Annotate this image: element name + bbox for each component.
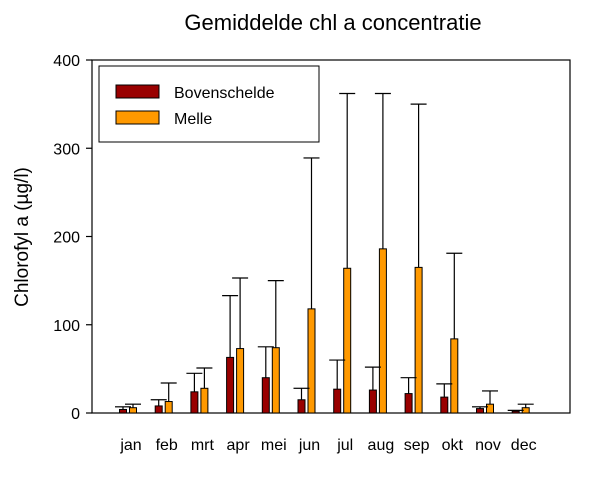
x-tick-label: okt <box>442 437 464 454</box>
bar-bovenschelde-feb <box>154 405 163 414</box>
bar-bovenschelde-okt <box>440 396 449 414</box>
x-tick-label: aug <box>368 437 395 454</box>
bar-bovenschelde-mrt <box>190 391 199 414</box>
bar-melle-jun <box>307 308 316 414</box>
bar-bovenschelde-sep <box>404 393 413 414</box>
bar-melle-feb <box>164 401 173 414</box>
y-axis: 0 100 200 300 400 <box>53 53 92 423</box>
x-tick-label: apr <box>227 437 251 454</box>
error-bars <box>115 92 534 412</box>
bar-melle-okt <box>450 338 459 414</box>
chart-title: Gemiddelde chl a concentratie <box>184 10 481 35</box>
y-tick-label: 0 <box>71 406 80 423</box>
legend-label-bovenschelde: Bovenschelde <box>174 85 275 102</box>
legend-label-melle: Melle <box>174 111 212 128</box>
bar-bovenschelde-dec <box>511 410 520 414</box>
bar-melle-mei <box>271 347 280 414</box>
bars <box>119 248 530 414</box>
bar-melle-aug <box>378 248 387 414</box>
x-tick-label: sep <box>404 437 430 454</box>
x-tick-label: jul <box>336 437 353 454</box>
x-tick-label: feb <box>156 437 178 454</box>
legend-swatch-melle <box>115 110 160 125</box>
y-tick-label: 100 <box>53 318 80 335</box>
y-tick-label: 200 <box>53 230 80 247</box>
bar-melle-apr <box>236 348 245 414</box>
legend-box <box>98 65 320 143</box>
x-tick-label: jun <box>298 437 320 454</box>
y-tick-label: 300 <box>53 141 80 158</box>
bar-melle-nov <box>486 403 494 414</box>
x-tick-label: nov <box>475 437 501 454</box>
legend: Bovenschelde Melle <box>98 65 320 143</box>
bar-bovenschelde-nov <box>476 408 484 414</box>
y-tick-label: 400 <box>53 53 80 70</box>
bar-bovenschelde-jan <box>119 408 127 414</box>
bar-bovenschelde-jul <box>333 388 342 414</box>
x-axis: jan feb mrt apr mei jun jul aug sep okt nov dec <box>119 437 536 454</box>
x-tick-label: mrt <box>191 437 215 454</box>
bar-bovenschelde-mei <box>261 377 270 414</box>
legend-swatch-bovenschelde <box>115 84 160 99</box>
bar-bovenschelde-jun <box>297 399 306 414</box>
bar-melle-mrt <box>200 387 209 414</box>
x-tick-label: dec <box>511 437 537 454</box>
x-tick-label: mei <box>261 437 287 454</box>
bar-bovenschelde-apr <box>226 356 235 414</box>
bar-bovenschelde-aug <box>368 389 377 414</box>
bar-melle-sep <box>414 266 423 414</box>
y-axis-label: Chlorofyl a (µg/l) <box>12 167 33 307</box>
bar-melle-jan <box>129 407 137 414</box>
bar-melle-jul <box>343 267 352 414</box>
x-tick-label: jan <box>119 437 141 454</box>
